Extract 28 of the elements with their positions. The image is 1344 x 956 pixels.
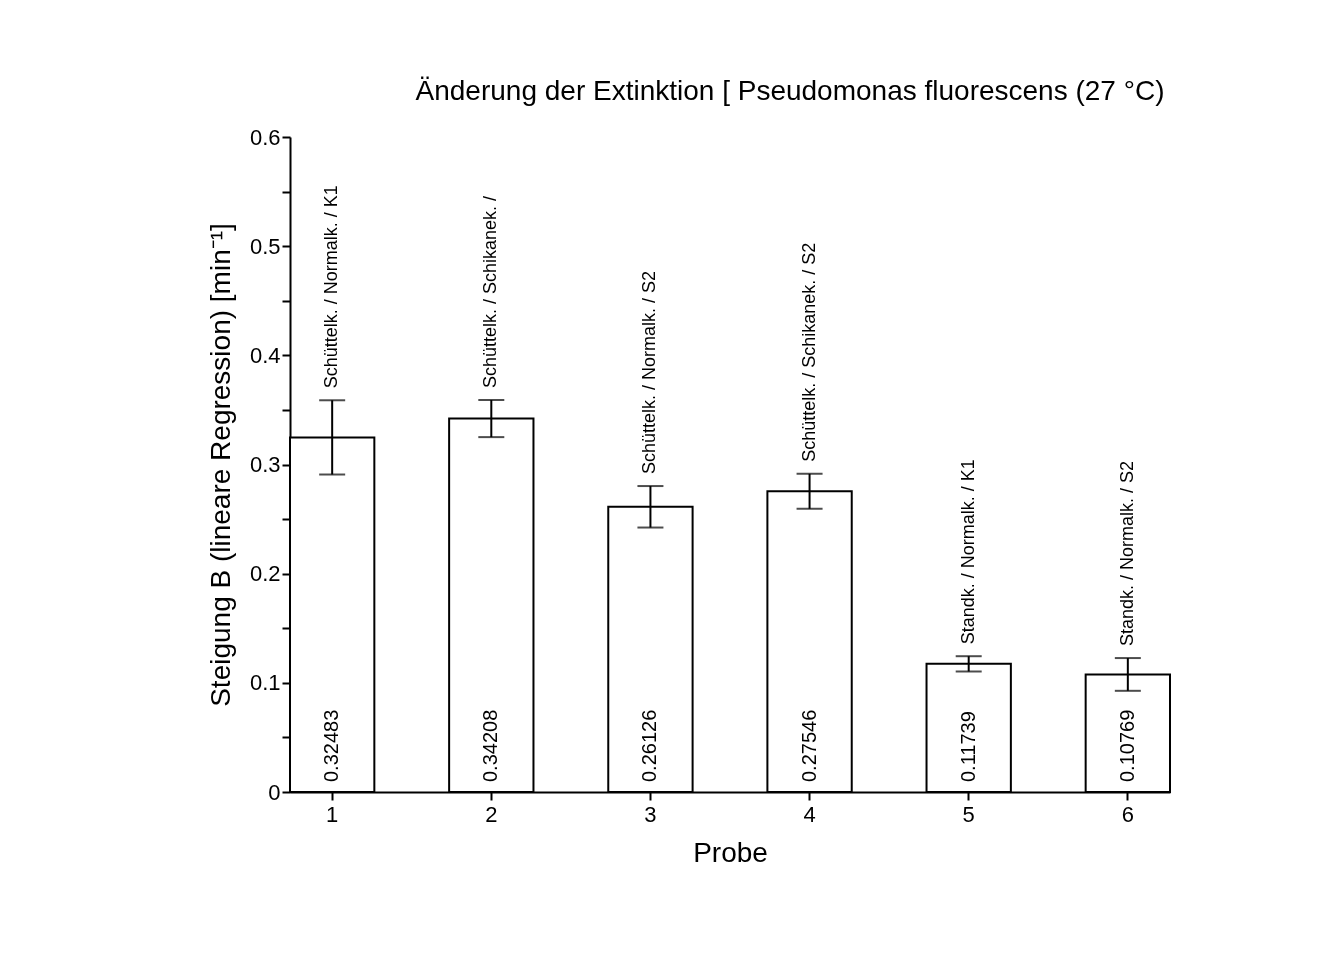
y-tick-label: 0.5 [249,233,281,259]
data-label: 0.27546 [797,709,820,782]
y-tick-label: 0.3 [249,452,281,477]
annotation: Schüttelk. / Normalk. / S2 [639,270,660,475]
annotation: Standk. / Normalk. / S2 [1116,460,1137,647]
data-label: 0.34208 [479,709,502,782]
x-tick-label: 3 [644,801,657,827]
data-label: 0.11739 [956,711,979,782]
x-tick-label: 1 [326,801,339,827]
y-tick-label: 0.2 [249,561,281,587]
y-tick-label: 0 [268,779,281,805]
x-tick-label: 5 [962,801,975,827]
x-axis-title: Probe [693,836,768,868]
y-tick-label: 0.6 [249,124,281,150]
annotation: Schüttelk. / Schikanek. / S2 [798,242,819,462]
annotation: Schüttelk. / Normalk. / K1 [321,185,342,389]
y-axis-title: Steigung B (lineare Regression) [min⁻¹] [204,223,236,707]
annotation: Standk. / Normalk. / K1 [957,459,978,645]
data-label: 0.26126 [638,709,661,782]
x-tick-label: 4 [803,801,816,827]
chart-title: Änderung der Extinktion [ Pseudomonas fluorescens (27 °C) [415,75,1165,106]
y-tick-label: 0.4 [249,342,281,368]
data-label: 0.32483 [320,709,343,782]
x-tick-label: 6 [1121,801,1134,827]
y-tick-label: 0.1 [249,670,281,696]
annotation: Schüttelk. / Schikanek. / [480,195,501,388]
data-label: 0.10769 [1115,709,1138,782]
x-tick-label: 2 [485,801,498,827]
